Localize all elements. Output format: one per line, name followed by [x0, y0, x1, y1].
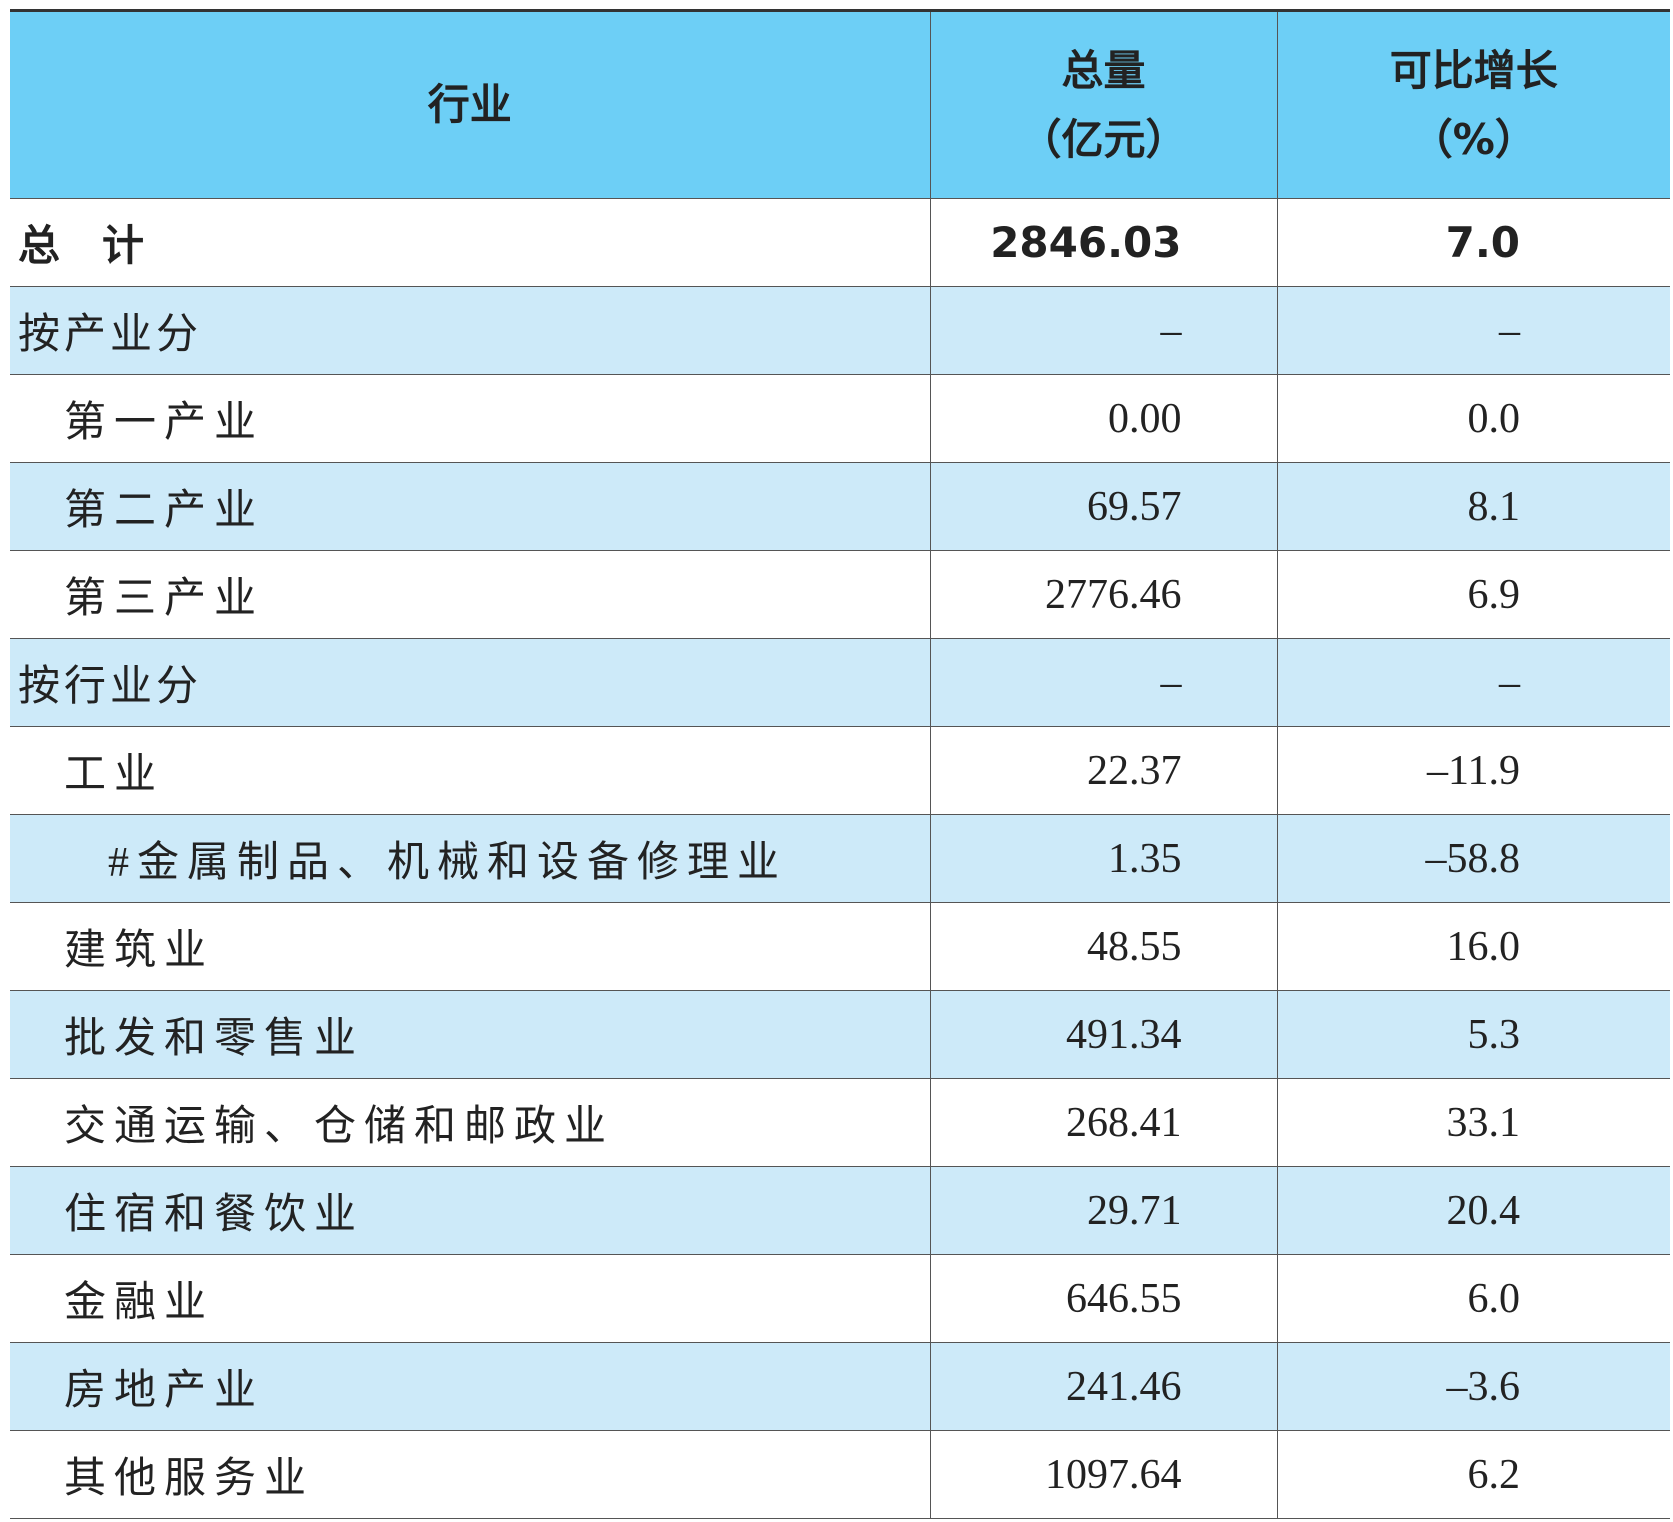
table-row: 第一产业 0.00 0.0	[10, 374, 1670, 463]
table-row: 按产业分 – –	[10, 286, 1670, 375]
row-label: 金融业	[10, 1254, 931, 1343]
value-cell: 29.71	[930, 1166, 1278, 1255]
row-label: 第二产业	[10, 462, 931, 551]
row-label: 建筑业	[10, 902, 931, 991]
row-label: 住宿和餐饮业	[10, 1166, 931, 1255]
value-cell: 491.34	[930, 990, 1278, 1079]
value-cell: 1.35	[930, 814, 1278, 903]
row-label: 按产业分	[10, 286, 931, 375]
table-row: 工业 22.37 –11.9	[10, 726, 1670, 815]
value-cell: 6.9	[1277, 550, 1670, 639]
value-cell: 20.4	[1277, 1166, 1670, 1255]
row-label: 按行业分	[10, 638, 931, 727]
value-cell: 48.55	[930, 902, 1278, 991]
value-cell: –	[1277, 286, 1670, 375]
table-row: 第二产业 69.57 8.1	[10, 462, 1670, 551]
value-cell: –	[1277, 638, 1670, 727]
table-row: 房地产业 241.46 –3.6	[10, 1342, 1670, 1431]
row-label: 其他服务业	[10, 1430, 931, 1519]
header-cell: 可比增长 （%）	[1277, 10, 1670, 199]
value-cell: 69.57	[930, 462, 1278, 551]
row-label: 第一产业	[10, 374, 931, 463]
value-cell: 0.00	[930, 374, 1278, 463]
table-row: 其他服务业 1097.64 6.2	[10, 1430, 1670, 1519]
value-cell: 6.0	[1277, 1254, 1670, 1343]
row-label: 总 计	[10, 198, 931, 287]
row-label: 房地产业	[10, 1342, 931, 1431]
header-cell: 行业	[10, 10, 931, 199]
value-cell: 33.1	[1277, 1078, 1670, 1167]
value-cell: 8.1	[1277, 462, 1670, 551]
table-row: 住宿和餐饮业 29.71 20.4	[10, 1166, 1670, 1255]
header-text: 行业	[427, 80, 512, 130]
value-cell: 7.0	[1277, 198, 1670, 287]
header-unit: （亿元）	[1019, 115, 1188, 164]
table-row: 建筑业 48.55 16.0	[10, 902, 1670, 991]
value-cell: –58.8	[1277, 814, 1670, 903]
header-unit: （%）	[1410, 115, 1537, 164]
row-label: 交通运输、仓储和邮政业	[10, 1078, 931, 1167]
value-cell: –3.6	[1277, 1342, 1670, 1431]
header-text: 可比增长	[1389, 45, 1558, 95]
value-cell: –	[930, 638, 1278, 727]
table-row: #金属制品、机械和设备修理业 1.35 –58.8	[10, 814, 1670, 903]
row-label: 批发和零售业	[10, 990, 931, 1079]
value-cell: –	[930, 286, 1278, 375]
data-table: 行业 总量 （亿元） 可比增长 （%） 总 计 2846.03 7.0 按产业分 – – 第一产…	[10, 9, 1670, 1519]
table-row: 第三产业 2776.46 6.9	[10, 550, 1670, 639]
header-text: 总量	[1061, 45, 1146, 95]
table-row: 交通运输、仓储和邮政业 268.41 33.1	[10, 1078, 1670, 1167]
value-cell: 2776.46	[930, 550, 1278, 639]
value-cell: –11.9	[1277, 726, 1670, 815]
value-cell: 1097.64	[930, 1430, 1278, 1519]
value-cell: 6.2	[1277, 1430, 1670, 1519]
value-cell: 646.55	[930, 1254, 1278, 1343]
header-row: 行业 总量 （亿元） 可比增长 （%）	[10, 10, 1670, 199]
header-cell: 总量 （亿元）	[930, 10, 1278, 199]
table-row: 总 计 2846.03 7.0	[10, 198, 1670, 287]
row-label: 第三产业	[10, 550, 931, 639]
value-cell: 241.46	[930, 1342, 1278, 1431]
table-row: 按行业分 – –	[10, 638, 1670, 727]
value-cell: 22.37	[930, 726, 1278, 815]
value-cell: 268.41	[930, 1078, 1278, 1167]
table-row: 批发和零售业 491.34 5.3	[10, 990, 1670, 1079]
value-cell: 2846.03	[930, 198, 1278, 287]
table-row: 金融业 646.55 6.0	[10, 1254, 1670, 1343]
value-cell: 0.0	[1277, 374, 1670, 463]
value-cell: 5.3	[1277, 990, 1670, 1079]
row-label: 工业	[10, 726, 931, 815]
value-cell: 16.0	[1277, 902, 1670, 991]
row-label: #金属制品、机械和设备修理业	[10, 814, 931, 903]
